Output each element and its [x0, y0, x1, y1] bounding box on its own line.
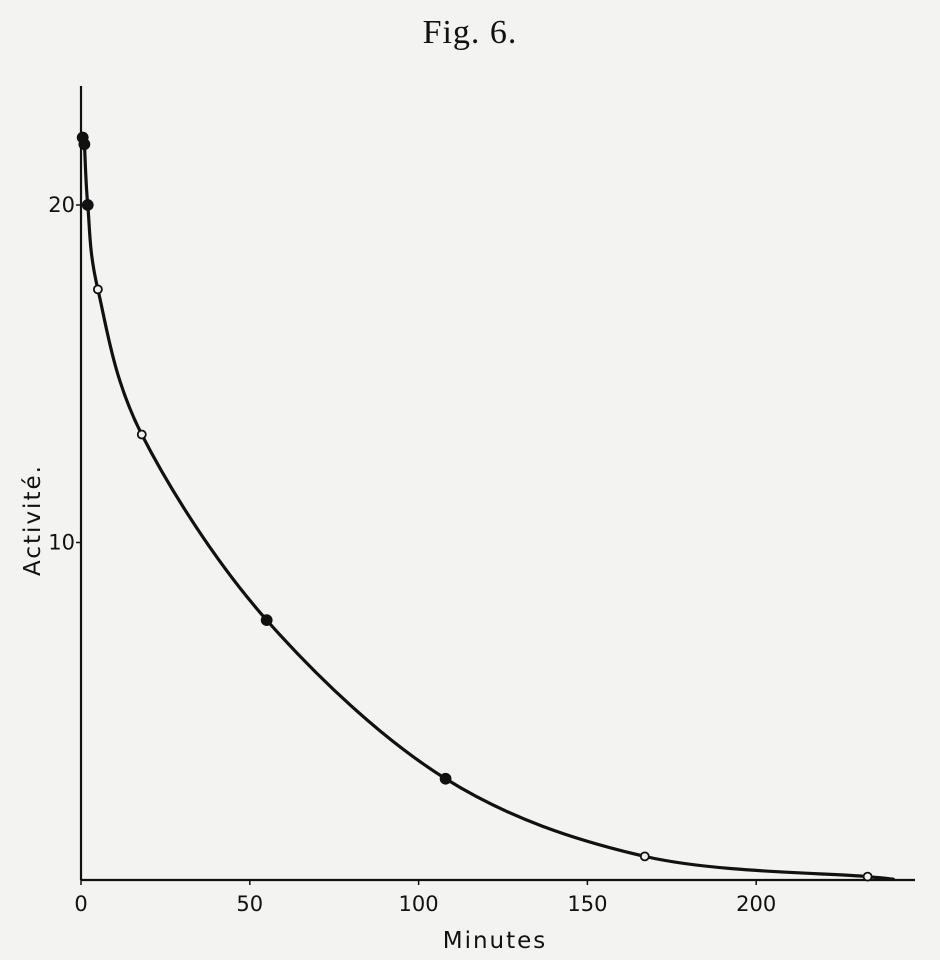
x-tick-label: 150 — [567, 892, 607, 916]
data-point — [92, 284, 103, 295]
y-tick-label: 20 — [48, 193, 75, 217]
axes — [79, 86, 915, 882]
data-point — [81, 199, 94, 211]
x-axis-label: Minutes — [443, 928, 548, 954]
data-points — [76, 131, 873, 882]
x-tick-label: 200 — [736, 892, 776, 916]
x-tick-label: 50 — [236, 892, 263, 916]
data-point — [862, 871, 873, 882]
data-point — [639, 851, 650, 862]
x-tick-label: 0 — [74, 892, 87, 916]
data-point — [136, 429, 147, 440]
figure-title: Fig. 6. — [422, 14, 518, 51]
y-tick-label: 10 — [48, 531, 75, 555]
curve-layer — [81, 135, 895, 881]
data-point — [78, 138, 91, 151]
data-point — [439, 772, 452, 785]
data-point — [260, 614, 273, 627]
tick-marks — [76, 204, 757, 885]
y-axis-label: Activité. — [20, 464, 46, 576]
x-tick-label: 100 — [399, 892, 439, 916]
decay-curve-line — [81, 135, 895, 881]
